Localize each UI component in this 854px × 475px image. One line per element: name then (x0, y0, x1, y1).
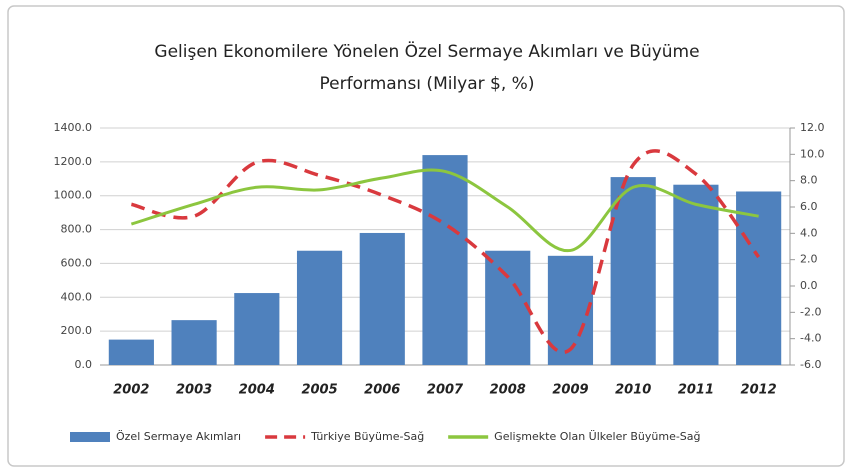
y2-tick-label: 0.0 (800, 279, 818, 292)
legend-swatch (70, 432, 110, 442)
bar (610, 177, 656, 365)
x-tick-label: 2012 (741, 383, 777, 398)
y-tick-label: 0.0 (75, 358, 93, 371)
y-tick-label: 600.0 (61, 256, 93, 269)
x-tick-label: 2010 (615, 383, 651, 398)
line-series (130, 168, 759, 252)
y2-tick-label: -4.0 (800, 332, 821, 345)
y-tick-label: 800.0 (61, 223, 93, 236)
bar (234, 293, 280, 365)
y-tick-label: 400.0 (61, 290, 93, 303)
legend-label: Türkiye Büyüme-Sağ (310, 430, 424, 443)
chart-title: Gelişen Ekonomilere Yönelen Özel Sermaye… (154, 40, 699, 62)
x-tick-label: 2011 (678, 383, 714, 398)
y2-tick-label: 10.0 (800, 147, 825, 160)
y2-tick-label: 8.0 (800, 174, 818, 187)
y2-tick-label: 4.0 (800, 226, 818, 239)
y2-tick-label: -6.0 (800, 358, 821, 371)
x-tick-label: 2008 (490, 383, 526, 398)
y-tick-label: 1000.0 (54, 189, 93, 202)
x-tick-label: 2007 (427, 383, 464, 398)
y2-tick-label: -2.0 (800, 305, 821, 318)
x-tick-label: 2004 (239, 383, 275, 398)
y-tick-label: 1200.0 (54, 155, 93, 168)
bar (485, 250, 531, 365)
line-series (130, 149, 761, 354)
chart-subtitle: Performansı (Milyar $, %) (320, 74, 535, 94)
x-tick-label: 2003 (176, 383, 212, 398)
x-tick-label: 2006 (364, 383, 400, 398)
bar (359, 232, 405, 365)
x-tick-label: 2005 (301, 383, 337, 398)
bar (673, 184, 719, 365)
bar (296, 250, 343, 365)
bar (171, 320, 217, 365)
legend-label: Özel Sermaye Akımları (116, 430, 241, 443)
legend-label: Gelişmekte Olan Ülkeler Büyüme-Sağ (494, 430, 700, 443)
y-tick-label: 200.0 (61, 324, 93, 337)
y-tick-label: 1400.0 (54, 121, 93, 134)
x-tick-label: 2002 (113, 383, 149, 398)
bar (108, 339, 154, 365)
x-tick-label: 2009 (552, 383, 588, 398)
bar (736, 191, 782, 365)
y2-tick-label: 6.0 (800, 200, 818, 213)
y2-tick-label: 12.0 (800, 121, 825, 134)
bar (422, 155, 468, 365)
y2-tick-label: 2.0 (800, 253, 818, 266)
